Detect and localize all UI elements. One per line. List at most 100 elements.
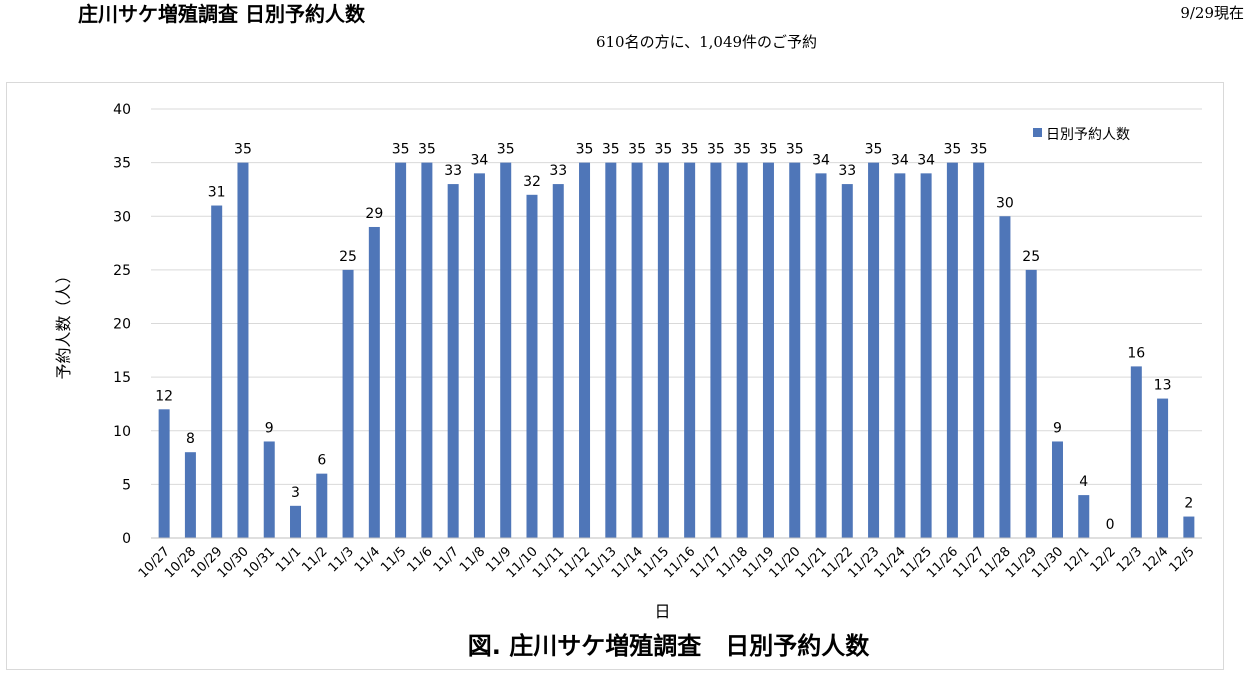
x-tick-label: 11/7 (431, 544, 462, 575)
bar (736, 162, 748, 538)
bar (1025, 269, 1037, 538)
bar (1183, 516, 1195, 538)
y-tick-label: 35 (113, 156, 131, 172)
data-label: 35 (497, 142, 515, 158)
data-label: 34 (891, 152, 909, 168)
bar (1078, 495, 1090, 538)
data-label: 25 (1022, 249, 1040, 265)
y-tick-label: 40 (113, 102, 131, 118)
data-label: 12 (155, 388, 173, 404)
bar (789, 162, 801, 538)
x-tick-label: 11/5 (378, 544, 409, 575)
bar (473, 173, 485, 538)
data-label: 16 (1127, 345, 1145, 361)
page-title: 庄川サケ増殖調査 日別予約人数 (78, 2, 365, 26)
data-label: 30 (996, 195, 1014, 211)
data-label: 35 (943, 142, 961, 158)
bar (868, 162, 880, 538)
bar (158, 409, 170, 538)
data-label: 32 (523, 174, 541, 190)
data-label: 35 (733, 142, 751, 158)
y-tick-label: 10 (113, 424, 131, 440)
x-tick-label: 11/8 (457, 544, 488, 575)
data-label: 35 (628, 142, 646, 158)
y-tick-label: 30 (113, 209, 131, 225)
x-tick-label: 11/3 (326, 544, 357, 575)
data-label: 4 (1079, 474, 1088, 490)
data-label: 35 (654, 142, 672, 158)
bar (762, 162, 774, 538)
chart-title: 図. 庄川サケ増殖調査 日別予約人数 (468, 632, 870, 660)
bar (526, 194, 538, 539)
bar (657, 162, 669, 538)
x-tick-label: 11/1 (273, 544, 304, 575)
x-tick-label: 11/6 (404, 544, 435, 575)
x-axis-tick-labels: 10/2710/2810/2910/3010/3111/111/211/311/… (136, 544, 1198, 581)
gridlines (151, 108, 1202, 485)
bar (684, 162, 696, 538)
y-tick-label: 0 (122, 531, 131, 547)
data-label: 35 (576, 142, 594, 158)
bar (815, 173, 827, 538)
bar (184, 452, 196, 538)
bar (211, 205, 223, 538)
bar (342, 269, 354, 538)
reservation-summary: 610名の方に、1,049件のご予約 (595, 33, 818, 51)
data-label: 6 (317, 453, 326, 469)
bar (290, 505, 302, 538)
data-label: 8 (186, 431, 195, 447)
data-label: 35 (681, 142, 699, 158)
bar (1051, 441, 1063, 538)
data-label: 35 (234, 142, 252, 158)
y-tick-label: 20 (113, 317, 131, 333)
x-axis-label: 日 (654, 602, 670, 621)
bar (973, 162, 985, 538)
data-label: 35 (418, 142, 436, 158)
legend-label: 日別予約人数 (1046, 127, 1130, 143)
data-label: 35 (760, 142, 778, 158)
data-label: 35 (970, 142, 988, 158)
x-tick-label: 12/5 (1166, 544, 1197, 575)
data-label: 0 (1106, 517, 1115, 533)
data-label: 13 (1154, 378, 1172, 394)
y-axis-label: 予約人数（人） (54, 267, 73, 379)
bar (579, 162, 591, 538)
data-label: 29 (365, 206, 383, 222)
data-label: 33 (444, 163, 462, 179)
bar (605, 162, 617, 538)
bar (710, 162, 722, 538)
data-label: 35 (392, 142, 410, 158)
x-tick-label: 12/1 (1061, 544, 1092, 575)
x-tick-label: 12/2 (1088, 544, 1119, 575)
legend: 日別予約人数 (1033, 127, 1130, 143)
chart-frame: 0 5 10 15 20 25 30 35 40 12 8 31 35 9 3 6 25 29 35 35 33 34 3… (6, 82, 1224, 670)
data-label: 33 (549, 163, 567, 179)
bar (920, 173, 932, 538)
x-tick-label: 12/3 (1114, 544, 1145, 575)
data-label: 33 (838, 163, 856, 179)
bar (841, 184, 853, 538)
data-label: 3 (291, 485, 300, 501)
y-axis-tick-labels: 0 5 10 15 20 25 30 35 40 (113, 102, 131, 547)
bar (631, 162, 643, 538)
bar (552, 184, 564, 538)
data-label: 34 (917, 152, 935, 168)
y-tick-label: 15 (113, 370, 131, 386)
bar (1130, 366, 1142, 538)
bar (1157, 398, 1169, 538)
data-label: 35 (602, 142, 620, 158)
bar (368, 226, 380, 538)
data-label: 35 (786, 142, 804, 158)
y-tick-label: 25 (113, 263, 131, 279)
data-label: 2 (1184, 496, 1193, 512)
bar (316, 473, 328, 538)
bar (237, 162, 249, 538)
y-tick-label: 5 (122, 477, 131, 493)
data-label: 34 (471, 152, 489, 168)
bar (263, 441, 275, 538)
as-of-date: 9/29現在 (1180, 4, 1244, 22)
data-label: 25 (339, 249, 357, 265)
bar (395, 162, 407, 538)
